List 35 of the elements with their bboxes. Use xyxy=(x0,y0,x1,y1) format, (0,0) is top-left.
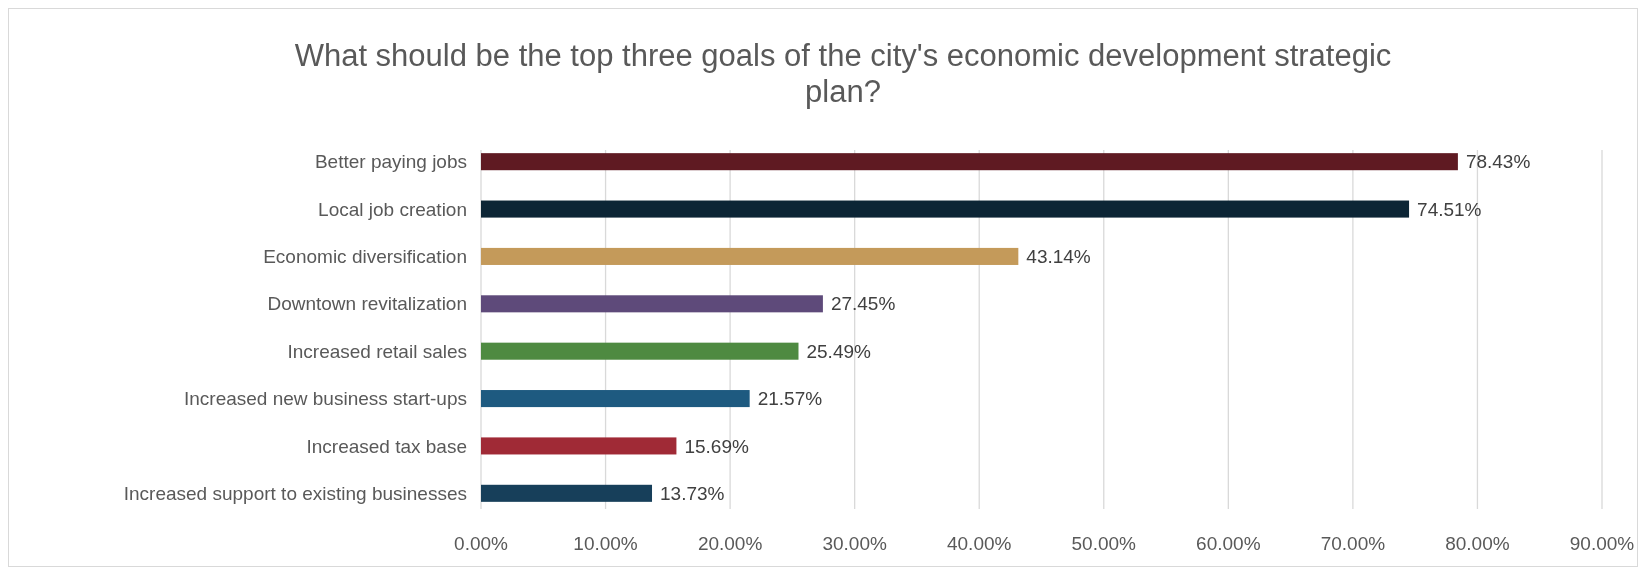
x-tick-label: 10.00% xyxy=(573,533,638,554)
x-tick-label: 40.00% xyxy=(947,533,1012,554)
chart-title: What should be the top three goals of the city's economic development strategic plan? xyxy=(294,38,1392,109)
x-tick-label: 30.00% xyxy=(822,533,887,554)
data-label: 13.73% xyxy=(660,482,725,504)
data-label: 43.14% xyxy=(1026,246,1091,268)
data-label: 15.69% xyxy=(684,435,749,457)
x-tick-label: 60.00% xyxy=(1196,533,1261,554)
y-tick-label: Local job creation xyxy=(318,198,467,220)
bar xyxy=(481,153,1458,171)
y-tick-label: Increased new business start-ups xyxy=(183,388,467,410)
y-tick-label: Economic diversification xyxy=(263,246,467,268)
y-tick-label: Increased support to existing businesses xyxy=(123,482,467,504)
y-tick-label: Increased retail sales xyxy=(287,340,467,362)
x-tick-label: 20.00% xyxy=(697,533,763,554)
x-tick-label: 70.00% xyxy=(1320,533,1386,554)
y-tick-label: Better paying jobs xyxy=(314,151,467,173)
data-label: 25.49% xyxy=(806,340,872,362)
bar xyxy=(481,342,799,360)
x-tick-label: 0.00% xyxy=(454,533,509,554)
data-label: 78.43% xyxy=(1465,151,1531,173)
bar xyxy=(481,437,677,455)
bar xyxy=(481,295,823,313)
bar xyxy=(481,484,653,502)
bar xyxy=(481,200,1410,218)
bar xyxy=(481,390,750,408)
x-tick-label: 90.00% xyxy=(1569,533,1635,554)
data-label: 27.45% xyxy=(830,293,896,315)
bar xyxy=(481,247,1019,265)
x-tick-label: 50.00% xyxy=(1071,533,1137,554)
y-tick-label: Downtown revitalization xyxy=(267,293,467,315)
data-label: 21.57% xyxy=(757,388,823,410)
data-label: 74.51% xyxy=(1417,198,1482,220)
y-tick-label: Increased tax base xyxy=(306,435,467,457)
x-tick-label: 80.00% xyxy=(1445,533,1510,554)
